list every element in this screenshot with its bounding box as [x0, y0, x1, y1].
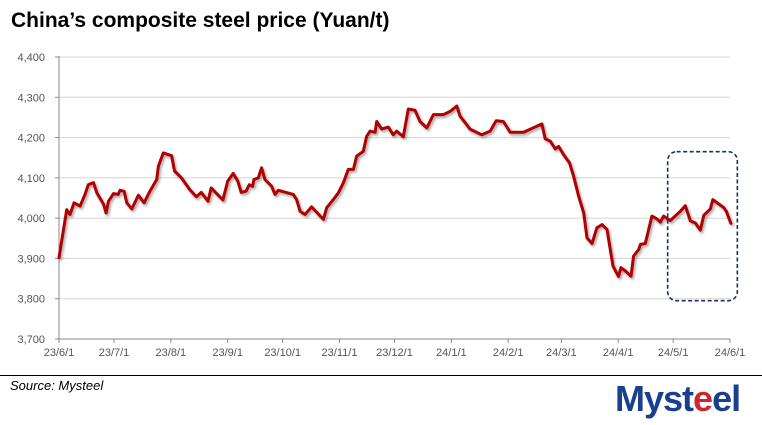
x-tick-label: 23/11/1: [322, 347, 358, 359]
gridlines: [59, 56, 730, 300]
x-tick-label: 24/4/1: [603, 347, 634, 359]
highlight-box-layer: [666, 150, 739, 302]
series-layer: [57, 104, 733, 279]
footer-divider: [0, 375, 762, 376]
x-tick-label: 24/5/1: [658, 347, 689, 359]
series-line: [57, 104, 733, 279]
y-tick-label: 3,900: [17, 253, 45, 265]
y-tick-label: 4,400: [17, 52, 45, 64]
y-tick-label: 4,000: [17, 213, 45, 225]
x-tick-label: 24/6/1: [715, 347, 746, 359]
x-tick-label: 24/2/1: [493, 347, 524, 359]
mysteel-logo: Mysteel: [615, 378, 741, 419]
x-tick-label: 23/9/1: [212, 347, 243, 359]
x-tick-label: 24/3/1: [546, 347, 577, 359]
y-tick-label: 4,200: [17, 133, 45, 145]
x-tick-label: 23/7/1: [99, 347, 130, 359]
x-tick-label: 23/8/1: [156, 347, 187, 359]
axes: [55, 56, 731, 343]
y-tick-label: 4,300: [17, 92, 45, 104]
x-axis-labels: 23/6/1 23/7/1 23/8/1 23/9/1 23/10/1 23/11/1 23…: [44, 347, 746, 359]
y-tick-label: 3,700: [17, 334, 45, 346]
y-tick-label: 3,800: [17, 294, 45, 306]
highlight-box: [666, 150, 739, 302]
y-axis-labels: 3,700 3,800 3,900 4,000 4,100 4,200 4,300 4,400: [17, 52, 45, 346]
x-tick-label: 24/1/1: [436, 347, 467, 359]
x-tick-label: 23/10/1: [264, 347, 301, 359]
x-tick-label: 23/12/1: [376, 347, 413, 359]
chart-title: China’s composite steel price (Yuan/t): [11, 9, 390, 32]
source-note: Source: Mysteel: [10, 378, 104, 393]
x-tick-label: 23/6/1: [44, 347, 75, 359]
y-tick-label: 4,100: [17, 173, 45, 185]
